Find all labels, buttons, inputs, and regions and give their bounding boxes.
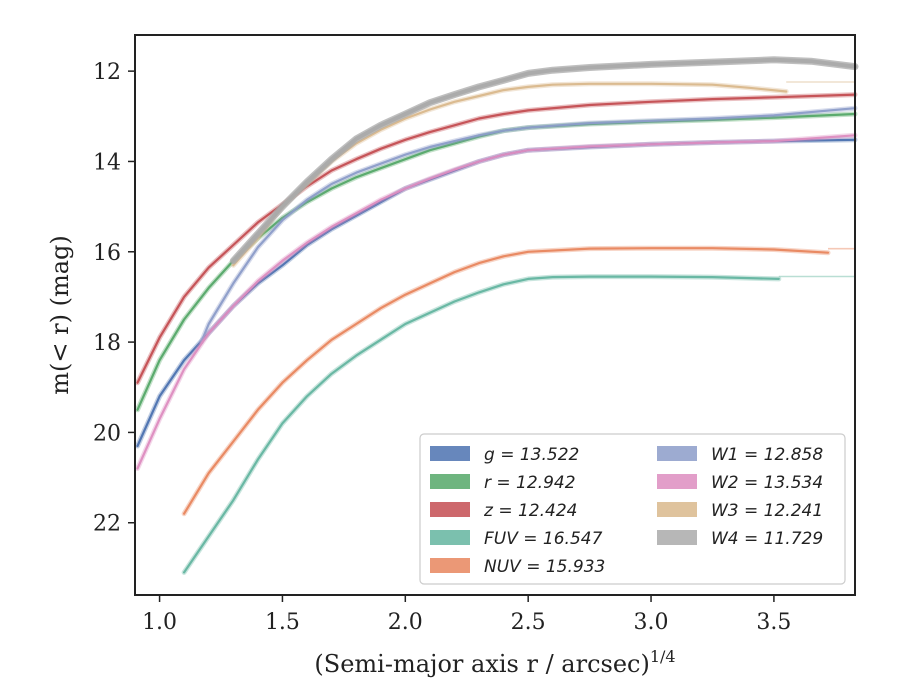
legend-swatch-z [430, 502, 470, 517]
legend-label-nuv: NUV = 15.933 [484, 557, 605, 577]
x-tick-label: 3.5 [756, 610, 791, 635]
series-line-w4 [231, 57, 857, 263]
legend-label-w3: W3 = 12.241 [711, 501, 823, 521]
y-tick-label: 22 [93, 512, 121, 537]
legend-label-z: z = 12.424 [483, 501, 577, 521]
series-layer [135, 56, 859, 575]
legend-swatch-w1 [657, 446, 697, 461]
y-tick-label: 12 [93, 60, 121, 85]
series-line-w1 [200, 107, 857, 344]
legend-label-fuv: FUV = 16.547 [484, 529, 603, 549]
y-tick-label: 18 [93, 331, 121, 356]
x-tick-label: 2.5 [511, 610, 546, 635]
legend-swatch-r [430, 474, 470, 489]
y-axis-label: m(< r) (mag) [46, 235, 74, 394]
legend-label-r: r = 12.942 [484, 473, 576, 493]
x-tick-label: 1.0 [142, 610, 177, 635]
legend-label-w2: W2 = 13.534 [711, 473, 823, 493]
y-tick-label: 16 [93, 241, 121, 266]
x-tick-label: 1.5 [265, 610, 300, 635]
legend-swatch-w2 [657, 474, 697, 489]
legend-swatch-w3 [657, 502, 697, 517]
x-tick-label: 3.0 [634, 610, 669, 635]
legend-label-w4: W4 = 11.729 [711, 529, 823, 549]
legend-swatch-fuv [430, 530, 470, 545]
series-line-fuv [183, 275, 780, 574]
series-line-nuv [183, 247, 830, 515]
x-axis-label: (Semi-major axis r / arcsec)1/4 [314, 647, 675, 678]
legend-swatch-w4 [657, 530, 697, 545]
y-tick-label: 14 [93, 150, 121, 175]
series-line-z [136, 93, 857, 384]
legend-label-g: g = 13.522 [484, 445, 579, 465]
series-line-w2 [136, 134, 857, 470]
legend: g = 13.522 r = 12.942 z = 12.424 FUV = 16.5… [419, 433, 846, 585]
legend-swatch-g [430, 446, 470, 461]
x-tick-label: 2.0 [388, 610, 423, 635]
y-tick-label: 20 [93, 421, 121, 446]
plot-frame [134, 34, 856, 596]
ticks-layer: 1.0 1.5 2.0 2.5 3.0 3.5 12 14 16 18 20 22 [93, 60, 791, 635]
legend-label-w1: W1 = 12.858 [711, 445, 823, 465]
legend-swatch-nuv [430, 558, 470, 573]
legend-box [419, 433, 846, 585]
